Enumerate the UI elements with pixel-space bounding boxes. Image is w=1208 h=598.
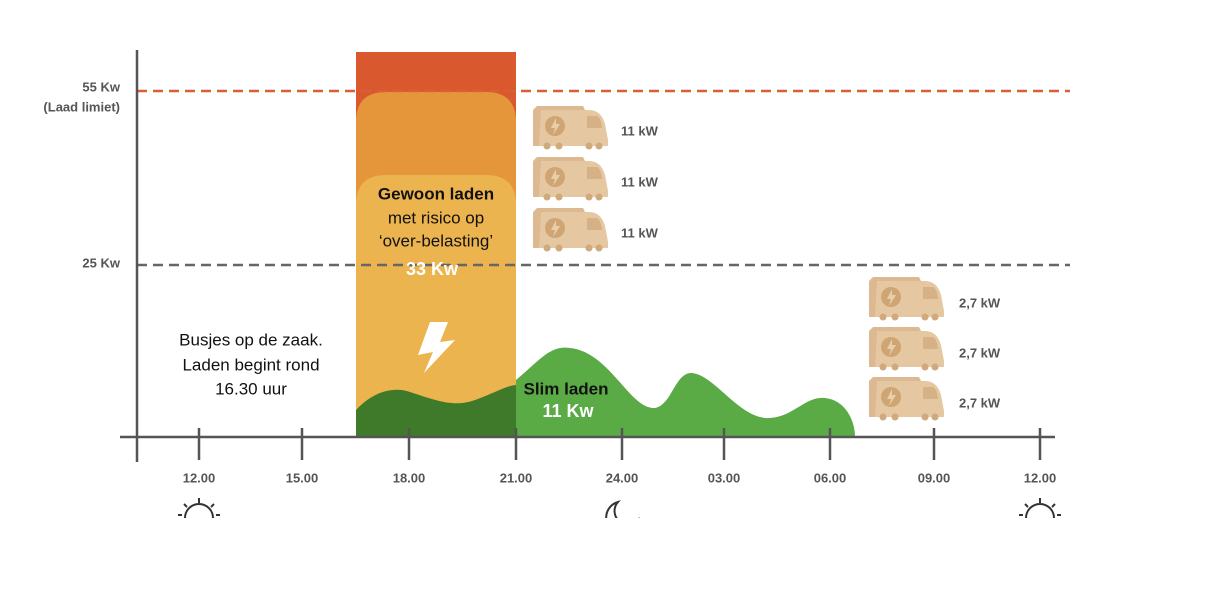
van-wheel [921, 363, 929, 371]
annotation-text: Laden begint rond [182, 355, 319, 374]
van-wheel [585, 142, 593, 150]
van-bolt [551, 169, 560, 186]
van-window [587, 116, 602, 128]
van-bolt [887, 339, 896, 356]
van-bolt [887, 289, 896, 306]
van-wheel [921, 313, 929, 321]
van-label: 2,7 kW [959, 295, 1001, 310]
annotation-power: 33 Kw [406, 259, 459, 279]
van-wheel [879, 313, 887, 321]
regular-green [356, 385, 516, 437]
van-window [587, 218, 602, 230]
van-wheel [931, 313, 939, 321]
lightning-icon [418, 322, 455, 373]
time-icons [178, 498, 1061, 518]
van-wheel [891, 313, 899, 321]
van-wheel [585, 244, 593, 252]
van-label: 2,7 kW [959, 395, 1001, 410]
van-window [923, 287, 938, 299]
van-wheel [555, 142, 563, 150]
y-label: 25 Kw [82, 255, 120, 270]
van-wheel [595, 142, 603, 150]
van-bolt [887, 389, 896, 406]
van-icon [869, 277, 944, 321]
van-wheel [931, 413, 939, 421]
van-bolt [551, 220, 560, 237]
x-tick-label: 06.00 [814, 470, 847, 485]
van-window [923, 337, 938, 349]
y-label: 55 Kw [82, 79, 120, 94]
x-tick-label: 12.00 [1024, 470, 1057, 485]
y-label-note: (Laad limiet) [43, 99, 120, 114]
van-icon [533, 208, 608, 252]
annotation-text: Busjes op de zaak. [179, 330, 323, 349]
van-wheel [543, 244, 551, 252]
van-wheel [931, 363, 939, 371]
van-window [923, 387, 938, 399]
van-label: 11 kW [621, 123, 659, 138]
regular-bar [356, 175, 516, 437]
van-bolt [551, 118, 560, 135]
annotation-text: met risico op [388, 208, 484, 227]
generated: 12.00 15.00 18.00 21.00 24.00 03.00 06.00 09.00… [183, 106, 1057, 485]
x-tick-label: 09.00 [918, 470, 951, 485]
annotation-title: Slim laden [523, 379, 608, 398]
van-wheel [595, 244, 603, 252]
van-label: 2,7 kW [959, 345, 1001, 360]
van-icon [533, 106, 608, 150]
x-tick-label: 12.00 [183, 470, 216, 485]
van-wheel [543, 142, 551, 150]
van-icon [869, 377, 944, 421]
van-wheel [555, 193, 563, 201]
van-wheel [585, 193, 593, 201]
x-tick-label: 15.00 [286, 470, 319, 485]
van-wheel [879, 363, 887, 371]
van-wheel [891, 413, 899, 421]
x-tick-label: 24.00 [606, 470, 639, 485]
annotation-title: Gewoon laden [378, 184, 494, 203]
van-icon [869, 327, 944, 371]
annotation-text: 16.30 uur [215, 379, 287, 398]
smart-hill [516, 347, 855, 437]
van-icon [533, 157, 608, 201]
van-wheel [555, 244, 563, 252]
van-wheel [921, 413, 929, 421]
annotation-power: 11 Kw [542, 401, 594, 421]
x-tick-label: 21.00 [500, 470, 533, 485]
van-wheel [879, 413, 887, 421]
annotation-text: ‘over-belasting’ [379, 231, 493, 250]
x-tick-label: 18.00 [393, 470, 426, 485]
van-window [587, 167, 602, 179]
van-wheel [543, 193, 551, 201]
van-wheel [595, 193, 603, 201]
van-wheel [891, 363, 899, 371]
x-tick-label: 03.00 [708, 470, 741, 485]
van-label: 11 kW [621, 174, 659, 189]
van-label: 11 kW [621, 225, 659, 240]
